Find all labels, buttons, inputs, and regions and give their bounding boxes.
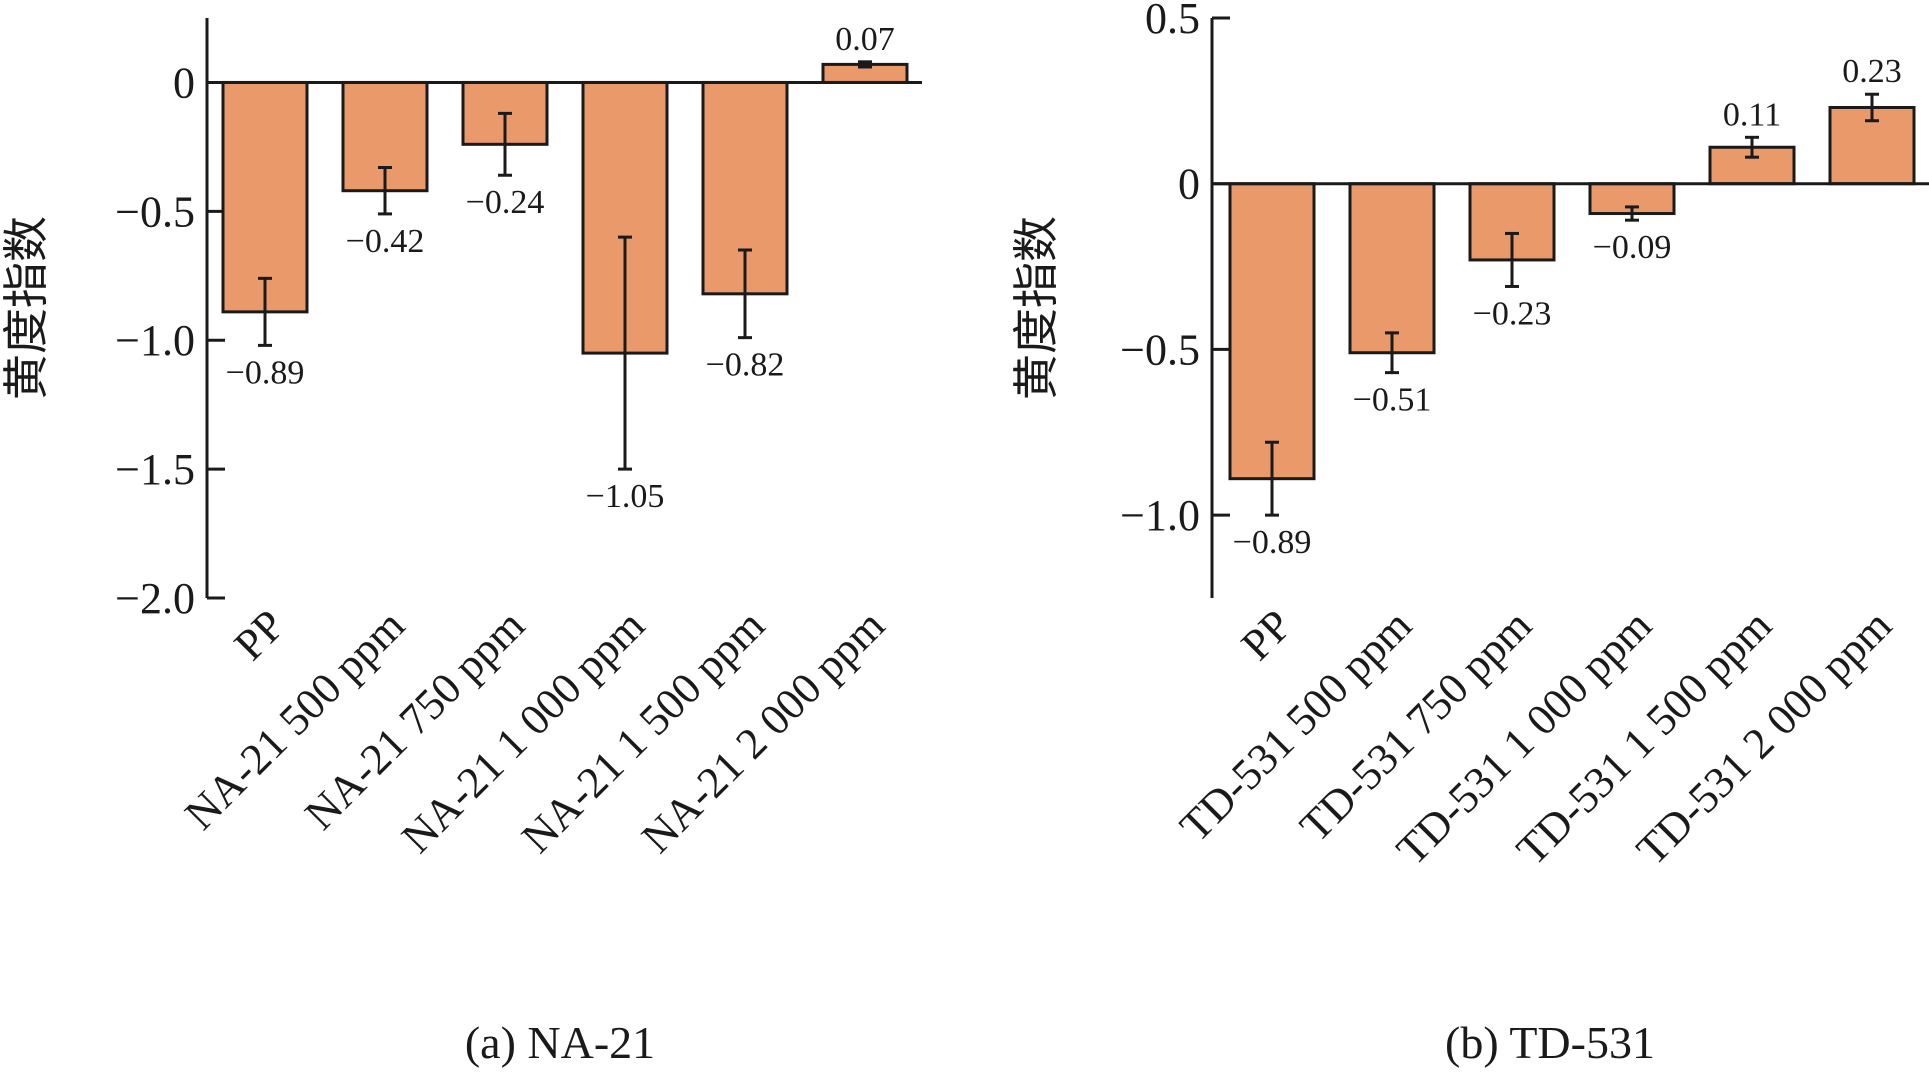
y-tick-label: −1.5 bbox=[115, 445, 195, 494]
data-label: −0.51 bbox=[1353, 382, 1432, 419]
data-label: −1.05 bbox=[586, 478, 665, 515]
data-label: −0.09 bbox=[1593, 229, 1672, 266]
x-tick-label: NA-21 750 ppm bbox=[295, 600, 534, 839]
data-label: −0.23 bbox=[1473, 295, 1552, 332]
x-tick-label: PP bbox=[225, 600, 294, 669]
y-tick-label: −0.5 bbox=[1120, 325, 1200, 374]
y-tick-label: 0 bbox=[1178, 160, 1200, 209]
y-tick-label: 0 bbox=[173, 58, 195, 107]
bar bbox=[1228, 182, 1316, 481]
y-tick-label: −1.0 bbox=[1120, 491, 1200, 540]
y-axis-label: 黄度指数 bbox=[0, 216, 53, 400]
data-label: 0.11 bbox=[1723, 96, 1781, 133]
y-tick-label: 0.5 bbox=[1145, 0, 1200, 43]
y-tick-label: −1.0 bbox=[115, 316, 195, 365]
data-label: −0.24 bbox=[466, 184, 545, 221]
y-axis-label: 黄度指数 bbox=[1009, 216, 1063, 400]
data-label: −0.89 bbox=[1233, 524, 1312, 561]
y-tick-label: −0.5 bbox=[115, 187, 195, 236]
panel-caption: (a) NA-21 bbox=[465, 1017, 655, 1068]
data-label: −0.89 bbox=[226, 354, 305, 391]
panel-b: 0.5 0 −0.5 −1.0 −0.89 −0.51 −0.23 −0.09 0.11 0.23… bbox=[1009, 0, 1929, 1068]
data-label: 0.07 bbox=[835, 21, 895, 58]
data-label: 0.23 bbox=[1842, 53, 1902, 90]
data-label: −0.82 bbox=[706, 347, 785, 384]
panel-caption: (b) TD-531 bbox=[1445, 1017, 1655, 1068]
data-label: −0.42 bbox=[346, 223, 425, 260]
x-tick-label: PP bbox=[1232, 600, 1301, 669]
y-tick-label: −2.0 bbox=[115, 574, 195, 623]
x-tick-label: NA-21 500 ppm bbox=[175, 600, 414, 839]
bar bbox=[1348, 182, 1436, 355]
panel-a: 0 −0.5 −1.0 −1.5 −2.0 −0.89 −0.42 −0.24 −1.05 −0.… bbox=[0, 18, 922, 1068]
